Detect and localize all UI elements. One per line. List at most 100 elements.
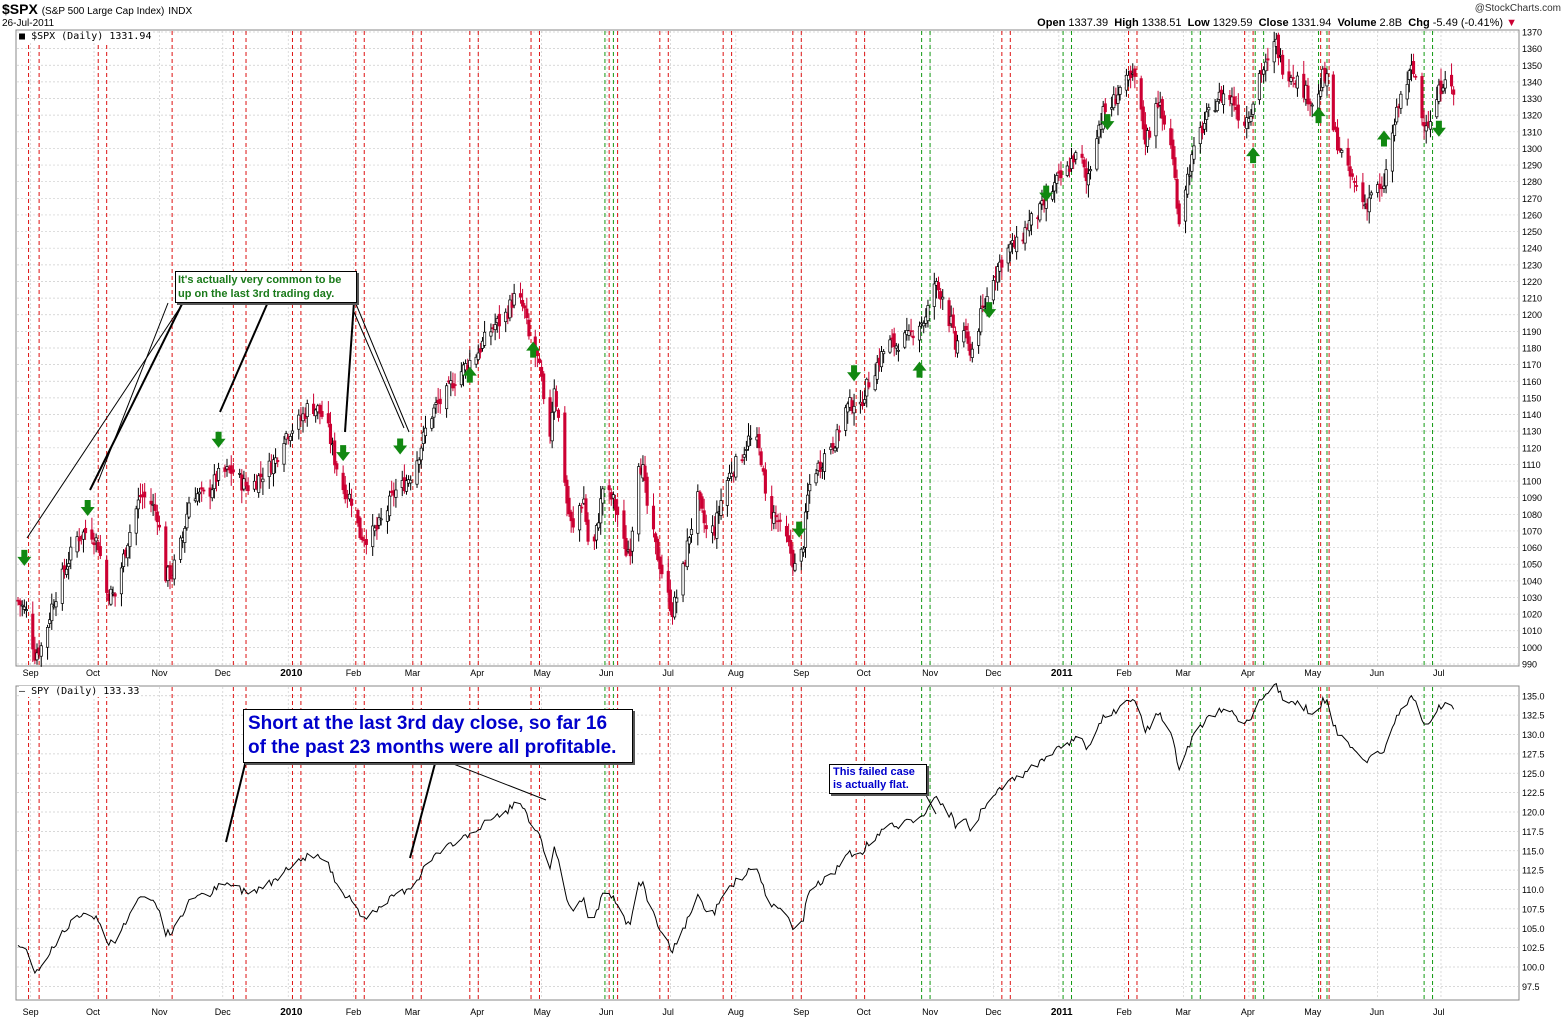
- candle-body: [651, 505, 656, 530]
- candle-body: [540, 366, 544, 377]
- candle-body: [1186, 173, 1190, 195]
- close-value: 1331.94: [1291, 17, 1332, 29]
- price-tick-label: 1020: [1522, 610, 1542, 620]
- date-tick-label: Feb: [346, 668, 362, 678]
- date-tick-label: Mar: [1175, 668, 1191, 678]
- candle-body: [537, 358, 542, 363]
- candle-body: [379, 518, 383, 521]
- candle-body: [955, 340, 960, 354]
- candle-body: [772, 512, 776, 524]
- candle-body: [1319, 90, 1323, 97]
- candle-body: [1420, 76, 1424, 119]
- candle-body: [358, 517, 362, 539]
- candle-body: [1289, 77, 1293, 82]
- candle-body: [39, 645, 43, 657]
- up-arrow-icon: [526, 341, 541, 358]
- candle-body: [757, 434, 761, 449]
- candle-body: [257, 475, 261, 493]
- candle-body: [865, 378, 869, 397]
- candle-body: [1029, 213, 1033, 226]
- price-tick-label: 1120: [1522, 443, 1541, 453]
- callout-pointer: [353, 311, 405, 429]
- price-tick-label: 1090: [1522, 493, 1542, 503]
- candle-body: [822, 453, 827, 472]
- chg-value: -5.49 (-0.41%): [1432, 17, 1504, 29]
- candle-body: [419, 447, 423, 461]
- candle-body: [565, 479, 569, 504]
- candle-body: [953, 330, 957, 350]
- candle-body: [98, 546, 102, 557]
- candle-body: [1038, 203, 1042, 221]
- candle-body: [658, 556, 662, 570]
- candle-body: [1340, 149, 1344, 153]
- candle-body: [666, 571, 670, 593]
- symbol-description: (S&P 500 Large Cap Index): [41, 6, 165, 17]
- candle-body: [763, 469, 767, 494]
- candle-body: [297, 414, 301, 430]
- candle-body: [231, 469, 235, 473]
- candle-body: [894, 345, 898, 349]
- candle-body: [791, 549, 795, 568]
- candle-body: [341, 472, 345, 491]
- candle-body: [96, 542, 100, 551]
- candle-body: [128, 532, 132, 547]
- candle-body: [903, 332, 907, 348]
- candle-body: [556, 409, 561, 418]
- candle-body: [844, 407, 848, 431]
- candle-body: [111, 592, 115, 595]
- candle-body: [806, 494, 810, 512]
- candle-body: [571, 518, 575, 528]
- candle-body: [246, 485, 250, 492]
- candle-body: [1169, 128, 1173, 146]
- candle-body: [926, 305, 930, 322]
- candle-body: [179, 537, 183, 560]
- candle-body: [991, 280, 995, 301]
- candle-body: [1325, 73, 1329, 87]
- candle-body: [715, 512, 719, 539]
- candle-body: [523, 305, 527, 309]
- candle-body: [563, 412, 567, 483]
- down-arrow-icon: [982, 302, 997, 319]
- candle-body: [941, 296, 945, 300]
- callout-pointer: [409, 755, 438, 859]
- date-tick-label: Jul: [1433, 668, 1445, 678]
- candle-body: [1069, 158, 1074, 169]
- candle-body: [22, 606, 26, 610]
- callout-pointer: [437, 757, 547, 801]
- candle-body: [343, 484, 347, 500]
- low-label: Low: [1187, 17, 1210, 29]
- candle-body: [136, 499, 140, 510]
- candle-body: [375, 525, 379, 530]
- candle-body: [554, 391, 558, 407]
- date-tick-label: Sep: [793, 1007, 809, 1017]
- candle-body: [601, 488, 605, 504]
- date-tick-label: Apr: [470, 1007, 484, 1017]
- candle-body: [569, 511, 573, 522]
- candle-body: [84, 527, 88, 534]
- candle-body: [155, 511, 159, 523]
- candle-body: [1407, 70, 1411, 80]
- date-tick-label: Dec: [215, 668, 232, 678]
- price-tick-label: 1250: [1522, 227, 1542, 237]
- spy-tick-label: 112.5: [1522, 866, 1544, 876]
- candle-legend-icon: ■: [19, 31, 26, 42]
- volume-value: 2.8B: [1379, 17, 1403, 29]
- candle-body: [1281, 54, 1285, 75]
- candle-body: [831, 443, 835, 449]
- candle-body: [774, 515, 778, 518]
- candle-body: [681, 563, 685, 596]
- candle-body: [210, 489, 214, 499]
- candle-body: [24, 609, 28, 611]
- date-tick-label: Jun: [1370, 1007, 1385, 1017]
- candle-body: [430, 418, 434, 429]
- candle-body: [550, 412, 554, 442]
- candle-body: [282, 443, 286, 465]
- candle-body: [687, 537, 691, 545]
- price-tick-label: 1300: [1522, 144, 1542, 154]
- price-tick-label: 990: [1522, 660, 1537, 670]
- candle-body: [1175, 179, 1179, 209]
- price-tick-label: 1150: [1522, 393, 1541, 403]
- candle-body: [668, 589, 672, 612]
- candle-body: [977, 331, 981, 346]
- candle-body: [497, 313, 501, 327]
